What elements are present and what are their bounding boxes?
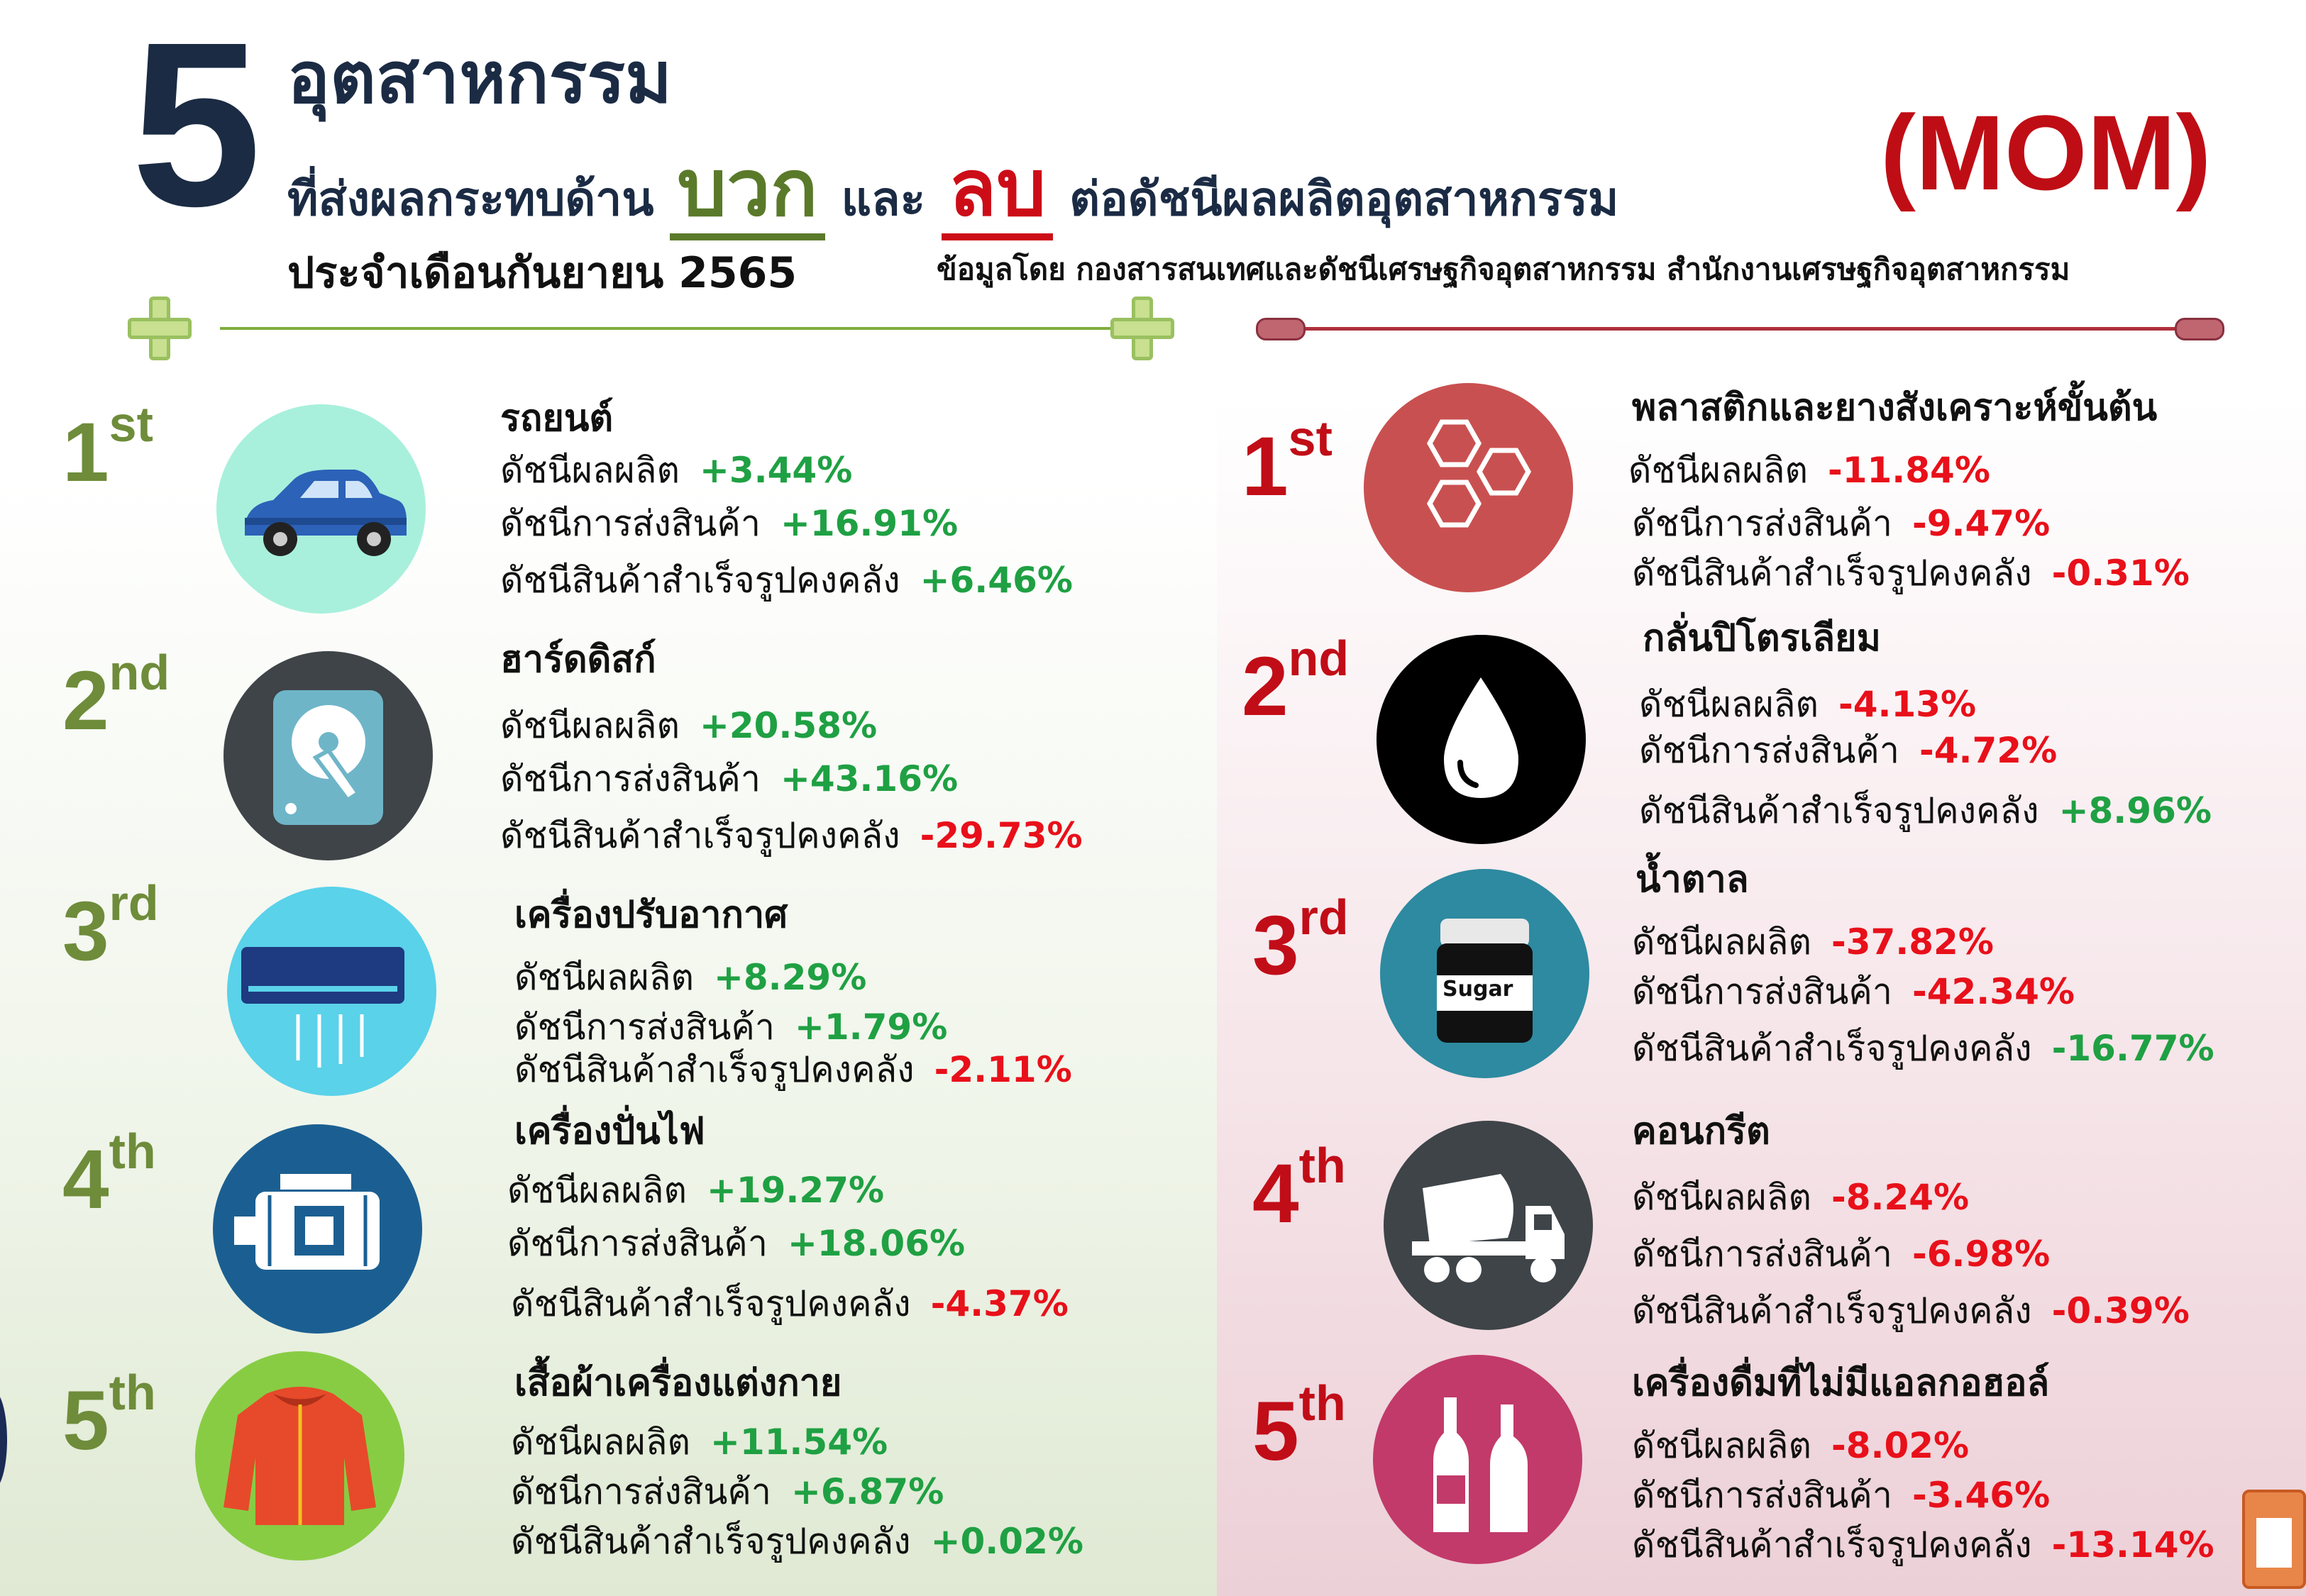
negative-industry-3-name: น้ำตาล <box>1635 858 1749 901</box>
negative-4-production: ดัชนีผลผลิต -8.24% <box>1632 1177 1970 1218</box>
positive-industry-2-name: ฮาร์ดดิสก์ <box>500 638 656 681</box>
positive-5-shipment: ดัชนีการส่งสินค้า +6.87% <box>511 1471 944 1512</box>
positive-industry-4-name: เครื่องปั่นไฟ <box>514 1110 705 1153</box>
bottles-icon <box>1373 1355 1582 1564</box>
positive-2-shipment: ดัชนีการส่งสินค้า +43.16% <box>500 758 959 799</box>
sugar-label: Sugar <box>1442 977 1513 1002</box>
negative-1-shipment: ดัชนีการส่งสินค้า -9.47% <box>1632 503 2051 544</box>
negative-1-inventory: ดัชนีสินค้าสำเร็จรูปคงคลัง -0.31% <box>1632 553 2190 594</box>
hard-disk-icon <box>224 651 433 860</box>
headline-title: อุตสาหกรรม <box>287 36 672 119</box>
positive-rank-2: 2nd <box>62 645 170 748</box>
air-conditioner-icon <box>227 887 436 1096</box>
office-logo-mark <box>2256 1518 2292 1568</box>
positive-rank-3: 3rd <box>62 875 159 978</box>
positive-5-production: ดัชนีผลผลิต +11.54% <box>511 1422 888 1463</box>
negative-5-shipment: ดัชนีการส่งสินค้า -3.46% <box>1632 1475 2051 1516</box>
positive-4-shipment: ดัชนีการส่งสินค้า +18.06% <box>507 1223 966 1264</box>
negative-word: ลบ <box>942 143 1054 240</box>
negative-2-production: ดัชนีผลผลิต -4.13% <box>1639 684 1977 725</box>
subtitle-post: ต่อดัชนีผลผลิตอุตสาหกรรม <box>1069 172 1619 226</box>
negative-rank-2: 2nd <box>1242 631 1350 733</box>
source-credit: ข้อมูลโดย กองสารสนเทศและดัชนีเศรษฐกิจอุต… <box>937 252 2070 287</box>
negative-4-shipment: ดัชนีการส่งสินค้า -6.98% <box>1632 1234 2051 1275</box>
plus-icon <box>128 297 192 360</box>
sugar-jar-icon <box>1380 869 1589 1078</box>
positive-2-production: ดัชนีผลผลิต +20.58% <box>500 705 878 746</box>
positive-4-production: ดัชนีผลผลิต +19.27% <box>507 1170 885 1211</box>
negative-rank-5: 5th <box>1252 1375 1346 1478</box>
positive-panel-background <box>0 0 1217 1596</box>
edge-decoration <box>0 1390 7 1490</box>
period-label: ประจำเดือนกันยายน 2565 <box>287 248 798 298</box>
positive-1-shipment: ดัชนีการส่งสินค้า +16.91% <box>500 503 959 544</box>
positive-1-inventory: ดัชนีสินค้าสำเร็จรูปคงคลัง +6.46% <box>500 560 1073 601</box>
negative-1-production: ดัชนีผลผลิต -11.84% <box>1628 450 1990 491</box>
oil-drop-icon <box>1377 635 1586 844</box>
positive-3-shipment: ดัชนีการส่งสินค้า +1.79% <box>514 1007 948 1048</box>
negative-rank-3: 3rd <box>1252 890 1349 992</box>
positive-2-inventory: ดัชนีสินค้าสำเร็จรูปคงคลัง -29.73% <box>500 815 1083 856</box>
car-icon <box>216 404 426 614</box>
headline-subtitle: ที่ส่งผลกระทบด้าน บวก และ ลบ ต่อดัชนีผลผ… <box>287 135 1618 253</box>
positive-5-inventory: ดัชนีสินค้าสำเร็จรูปคงคลัง +0.02% <box>511 1521 1083 1562</box>
positive-rank-4: 4th <box>62 1124 156 1226</box>
negative-industry-1-name: พลาสติกและยางสังเคราะห์ขั้นต้น <box>1632 387 2158 429</box>
plus-icon <box>1110 297 1174 360</box>
negative-5-production: ดัชนีผลผลิต -8.02% <box>1632 1425 1970 1466</box>
positive-rank-5: 5th <box>62 1365 156 1468</box>
mom-label: (MOM) <box>1880 93 2212 212</box>
positive-industry-3-name: เครื่องปรับอากาศ <box>514 894 788 936</box>
negative-industry-4-name: คอนกรีต <box>1632 1110 1770 1153</box>
generator-motor-icon <box>213 1124 422 1334</box>
negative-2-inventory: ดัชนีสินค้าสำเร็จรูปคงคลัง +8.96% <box>1639 790 2212 831</box>
negative-5-inventory: ดัชนีสินค้าสำเร็จรูปคงคลัง -13.14% <box>1632 1524 2214 1565</box>
positive-3-production: ดัชนีผลผลิต +8.29% <box>514 957 867 998</box>
positive-3-inventory: ดัชนีสินค้าสำเร็จรูปคงคลัง -2.11% <box>514 1049 1072 1090</box>
subtitle-pre: ที่ส่งผลกระทบด้าน <box>287 172 654 226</box>
negative-3-production: ดัชนีผลผลิต -37.82% <box>1632 921 1994 963</box>
headline-number: 5 <box>131 0 262 255</box>
negative-industry-5-name: เครื่องดื่มที่ไม่มีแอลกอฮอล์ <box>1632 1362 2050 1404</box>
minus-icon <box>2175 318 2224 340</box>
negative-2-shipment: ดัชนีการส่งสินค้า -4.72% <box>1639 730 2058 771</box>
concrete-truck-icon <box>1384 1121 1593 1330</box>
negative-divider <box>1270 327 2221 331</box>
jacket-icon <box>195 1351 404 1561</box>
positive-word: บวก <box>670 143 825 240</box>
negative-3-inventory: ดัชนีสินค้าสำเร็จรูปคงคลัง -16.77% <box>1632 1028 2214 1069</box>
positive-4-inventory: ดัชนีสินค้าสำเร็จรูปคงคลัง -4.37% <box>511 1283 1069 1324</box>
negative-3-shipment: ดัชนีการส่งสินค้า -42.34% <box>1632 971 2075 1012</box>
positive-1-production: ดัชนีผลผลิต +3.44% <box>500 450 853 491</box>
subtitle-mid: และ <box>841 172 926 226</box>
negative-rank-1: 1st <box>1242 411 1333 514</box>
positive-divider <box>220 327 1114 330</box>
positive-industry-5-name: เสื้อผ้าเครื่องแต่งกาย <box>514 1362 842 1404</box>
negative-rank-4: 4th <box>1252 1138 1346 1241</box>
positive-industry-1-name: รถยนต์ <box>500 397 614 440</box>
negative-industry-2-name: กลั่นปิโตรเลียม <box>1643 617 1881 660</box>
minus-icon <box>1256 318 1306 340</box>
hexagons-icon <box>1364 383 1573 592</box>
negative-4-inventory: ดัชนีสินค้าสำเร็จรูปคงคลัง -0.39% <box>1632 1290 2190 1331</box>
positive-rank-1: 1st <box>62 397 153 499</box>
